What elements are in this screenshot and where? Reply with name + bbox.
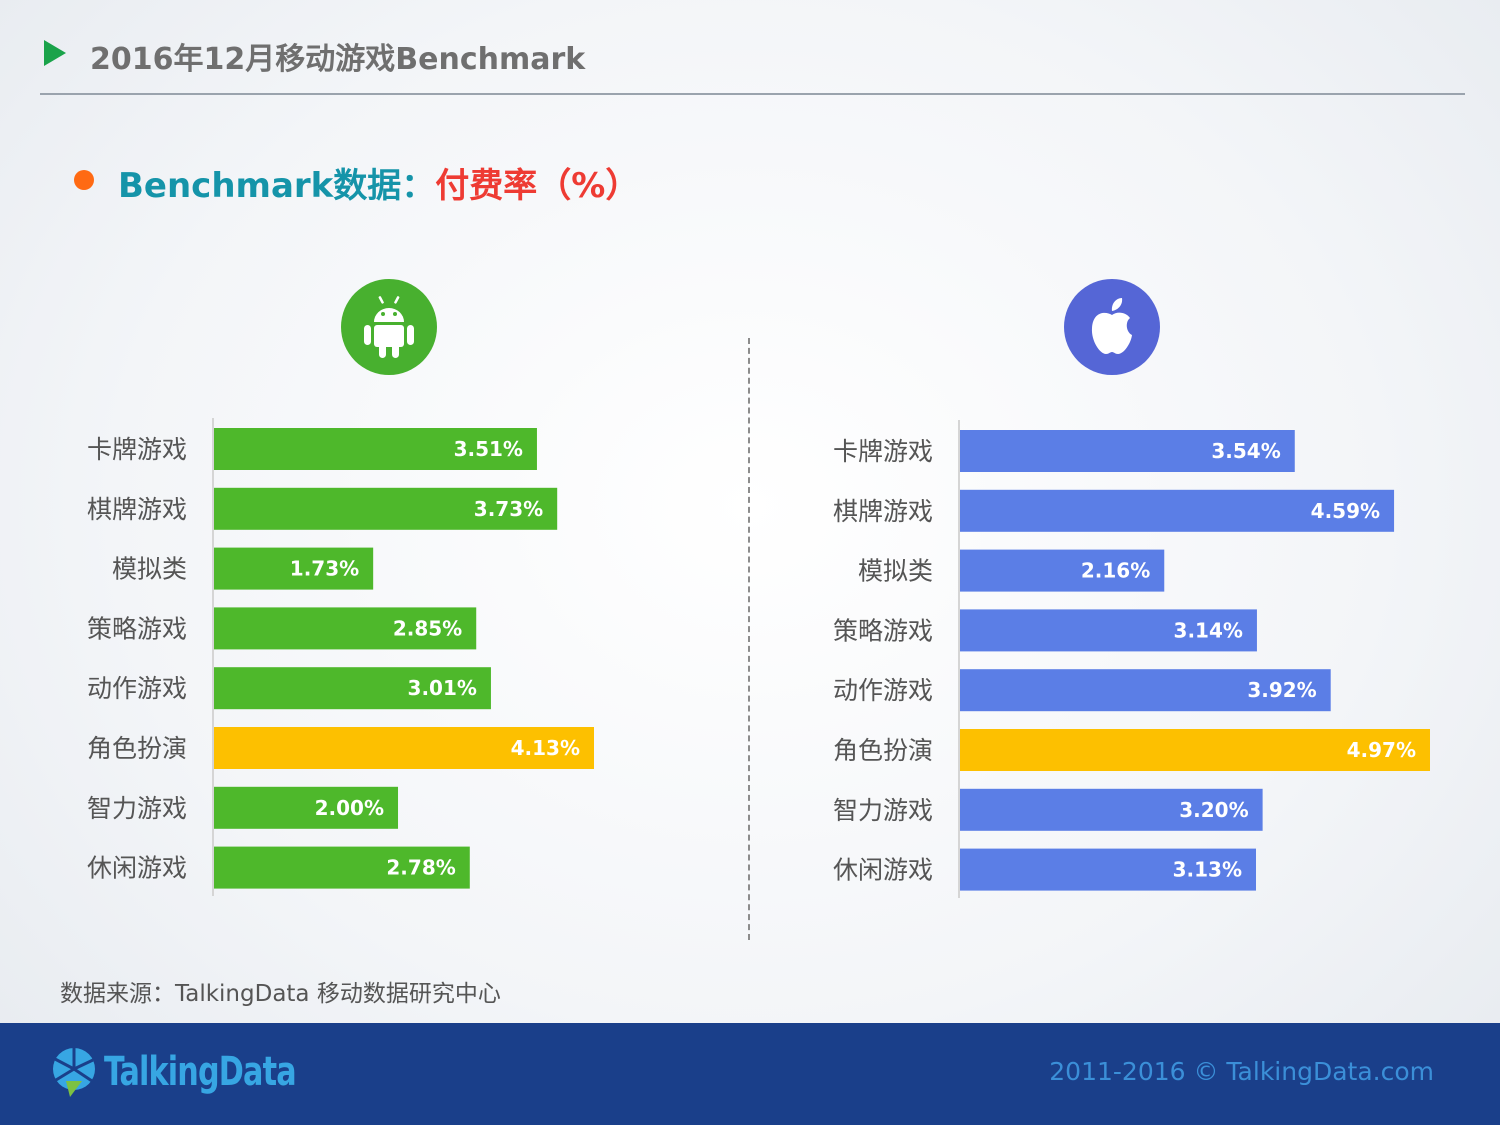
category-tick-label: 休闲游戏 <box>87 854 187 883</box>
category-tick-label: 角色扮演 <box>87 734 187 763</box>
bar-value-label: 4.97% <box>1347 738 1416 762</box>
bar-6 <box>214 727 594 769</box>
chart-canvas: 卡牌游戏 3.54% 棋牌游戏 4.59% 模拟类 2.16% 策略游戏 3.14% 动作游戏 3… <box>833 420 1430 898</box>
data-source-note: 数据来源：TalkingData 移动数据研究中心 <box>60 981 501 1007</box>
bar-value-label: 4.13% <box>511 736 580 760</box>
bar-value-label: 4.59% <box>1311 499 1380 523</box>
footer: TalkingData 2011-2016 © TalkingData.com <box>0 1023 1500 1125</box>
header: 2016年12月移动游戏Benchmark <box>0 0 1500 100</box>
bar-7 <box>214 786 399 829</box>
bar-value-label: 3.01% <box>408 676 477 700</box>
bar-value-label: 3.20% <box>1179 798 1248 822</box>
bar-7 <box>960 788 1263 831</box>
bar-6 <box>960 729 1430 771</box>
category-tick-label: 智力游戏 <box>87 794 187 823</box>
bar-value-label: 3.13% <box>1173 858 1242 882</box>
bar-3 <box>214 547 374 590</box>
platform-divider <box>748 338 750 940</box>
bar-1 <box>214 428 537 470</box>
bar-8 <box>214 846 470 889</box>
android-icon <box>341 279 437 375</box>
bar-5 <box>214 667 491 710</box>
chart-canvas: 卡牌游戏 3.51% 棋牌游戏 3.73% 模拟类 1.73% 策略游戏 2.85% 动作游戏 3… <box>87 418 594 896</box>
section-heading-text: Benchmark数据：付费率（%） <box>118 158 639 207</box>
bar-value-label: 1.73% <box>290 557 359 581</box>
bar-2 <box>960 489 1395 532</box>
bar-value-label: 3.51% <box>454 437 523 461</box>
bar-5 <box>960 669 1331 712</box>
bar-4 <box>960 609 1257 652</box>
category-tick-label: 卡牌游戏 <box>87 435 187 464</box>
header-divider <box>40 93 1465 95</box>
category-tick-label: 模拟类 <box>858 557 933 586</box>
category-tick-label: 动作游戏 <box>87 674 187 703</box>
bar-value-label: 3.54% <box>1211 439 1280 463</box>
category-tick-label: 角色扮演 <box>833 736 933 765</box>
talkingdata-logo: TalkingData <box>52 1047 352 1103</box>
bullet-dot-icon <box>74 170 94 190</box>
category-tick-label: 模拟类 <box>112 555 187 584</box>
page-title: 2016年12月移动游戏Benchmark <box>90 42 586 77</box>
talkingdata-logo-icon <box>53 1048 95 1097</box>
category-tick-label: 策略游戏 <box>87 614 187 643</box>
play-triangle-icon <box>44 40 66 66</box>
category-tick-label: 卡牌游戏 <box>833 437 933 466</box>
section-heading-prefix: Benchmark数据： <box>118 166 436 206</box>
bar-value-label: 2.16% <box>1081 559 1150 583</box>
bar-value-label: 2.78% <box>386 856 455 880</box>
ios-payment-rate-chart: 卡牌游戏 3.54% 棋牌游戏 4.59% 模拟类 2.16% 策略游戏 3.14% 动作游戏 3… <box>806 420 1446 900</box>
bar-value-label: 2.00% <box>315 796 384 820</box>
copyright: 2011-2016 © TalkingData.com <box>1049 1057 1434 1086</box>
bar-3 <box>960 549 1165 592</box>
category-tick-label: 策略游戏 <box>833 616 933 645</box>
bar-1 <box>960 430 1295 472</box>
talkingdata-logo-text: TalkingData <box>104 1049 297 1095</box>
apple-icon <box>1064 279 1160 375</box>
bar-value-label: 3.92% <box>1247 678 1316 702</box>
category-tick-label: 休闲游戏 <box>833 856 933 885</box>
bar-value-label: 3.73% <box>474 497 543 521</box>
category-tick-label: 棋牌游戏 <box>87 495 187 524</box>
category-tick-label: 动作游戏 <box>833 676 933 705</box>
bar-value-label: 3.14% <box>1174 618 1243 642</box>
section-heading-metric: 付费率（%） <box>435 166 640 206</box>
android-payment-rate-chart: 卡牌游戏 3.51% 棋牌游戏 3.73% 模拟类 1.73% 策略游戏 2.85% 动作游戏 3… <box>60 418 700 898</box>
category-tick-label: 智力游戏 <box>833 796 933 825</box>
bar-2 <box>214 487 558 530</box>
category-tick-label: 棋牌游戏 <box>833 497 933 526</box>
bar-8 <box>960 848 1256 891</box>
bar-value-label: 2.85% <box>393 616 462 640</box>
bar-4 <box>214 607 477 650</box>
